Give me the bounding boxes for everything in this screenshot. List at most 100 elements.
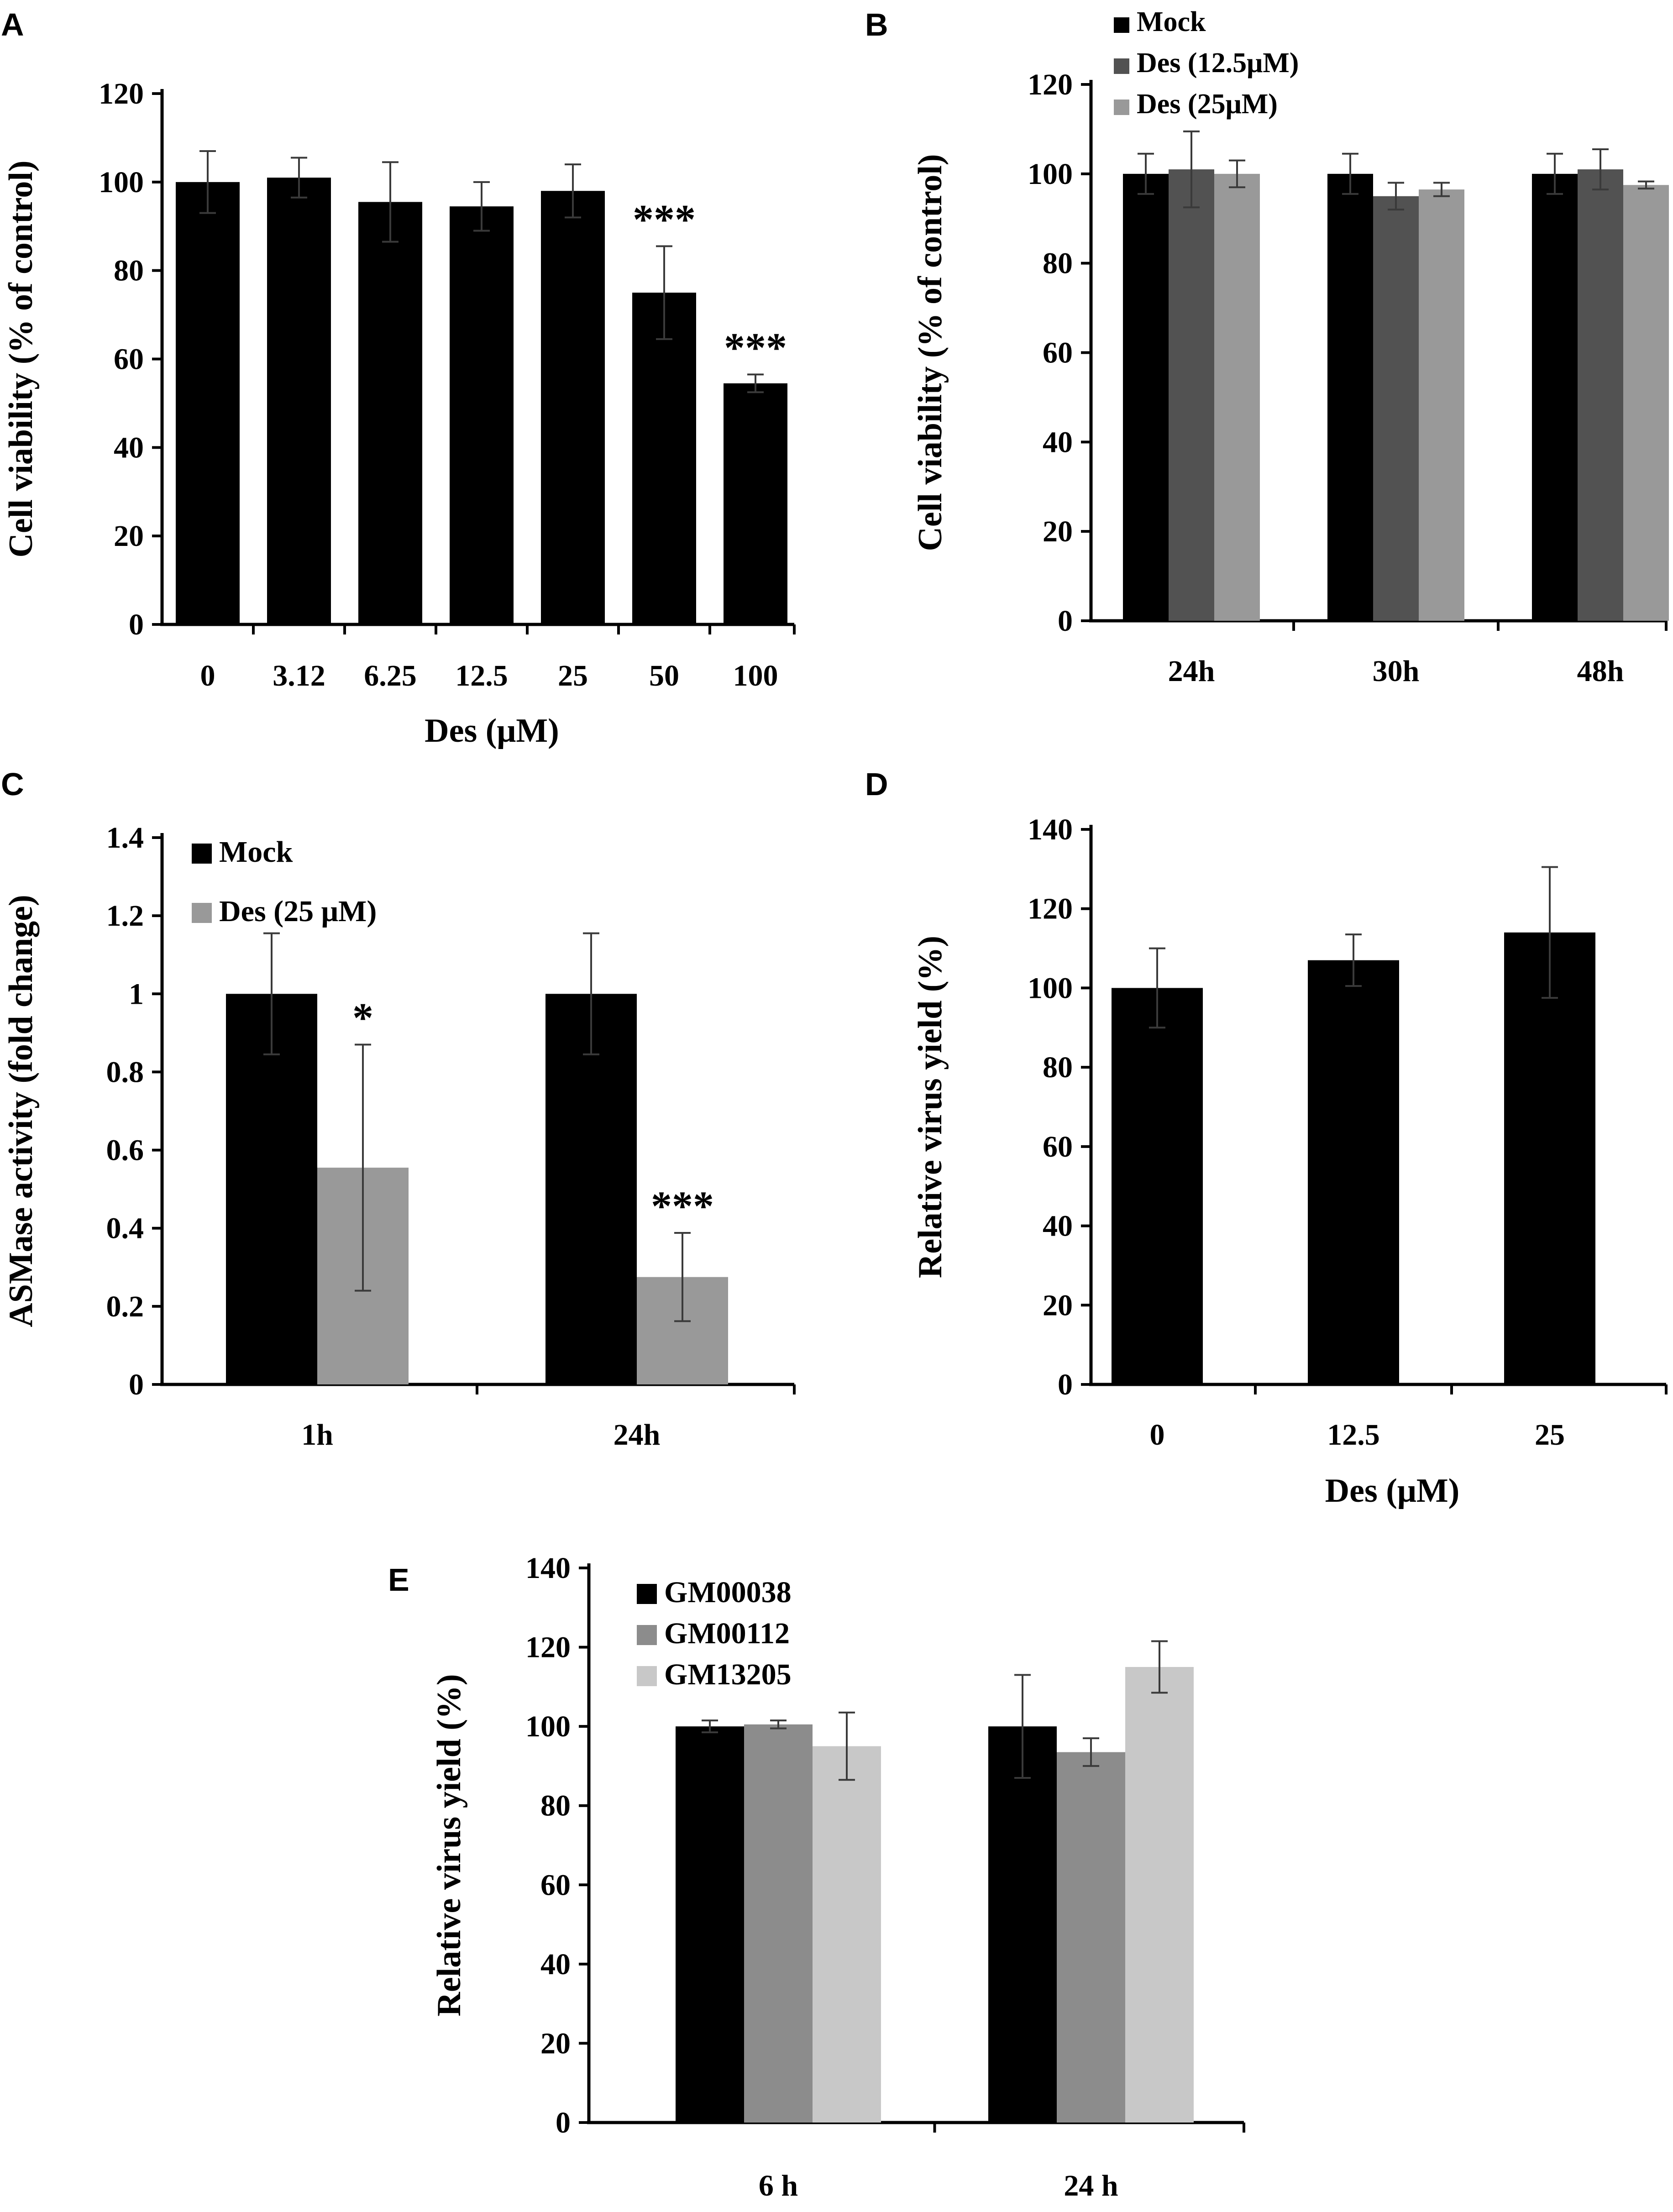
panel-b-y-tick-label: 20 (1043, 515, 1073, 548)
panel-e-bar (676, 1726, 744, 2123)
panel-c-y-axis-label: ASMase activity (fold change) (2, 895, 40, 1327)
panel-b-y-tick-label: 120 (1028, 68, 1073, 101)
panel-a-x-tick-label: 3.12 (273, 659, 325, 692)
panel-c-y-tick-label: 1.4 (106, 821, 144, 854)
panel-c-y-tick-label: 0.4 (106, 1212, 144, 1245)
panel-b-x-tick-label: 48h (1577, 655, 1624, 688)
panel-c-y-tick-label: 0.2 (106, 1290, 144, 1323)
panel-b-bar (1214, 173, 1260, 621)
panel-d-bar (1504, 932, 1595, 1384)
panel-a-x-tick-label: 6.25 (364, 659, 417, 692)
panel-a-bar (541, 191, 605, 624)
panel-a-x-axis-label: Des (μM) (425, 712, 559, 750)
panel-b-bar (1169, 169, 1214, 621)
panel-d-y-tick-label: 40 (1043, 1210, 1073, 1243)
panel-e-y-tick-label: 20 (540, 2027, 571, 2060)
panel-e-y-tick-label: 80 (540, 1789, 571, 1823)
panel-c-legend-swatch (192, 844, 212, 864)
panel-b-bar (1373, 196, 1419, 621)
panel-b-x-tick-label: 30h (1373, 655, 1420, 688)
panel-d-y-tick-label: 140 (1028, 813, 1073, 846)
panel-c-y-tick-label: 0 (129, 1368, 144, 1401)
panel-d-x-axis-label: Des (μM) (1325, 1472, 1460, 1510)
panel-e-x-tick-label: 6 h (759, 2169, 798, 2202)
panel-c: C00.20.40.60.811.21.41h 24h****ASMase act… (1, 766, 796, 1452)
panel-d-x-tick-label: 12.5 (1327, 1418, 1380, 1452)
panel-b-letter: B (865, 7, 888, 42)
panel-c-y-tick-label: 0.8 (106, 1055, 144, 1089)
panel-b-bar (1532, 173, 1578, 621)
panel-c-legend-label: Mock (219, 835, 293, 869)
panel-c-significance-label: *** (651, 1183, 714, 1229)
panel-d-y-tick-label: 80 (1043, 1051, 1073, 1084)
panel-e-legend-label: GM13205 (664, 1658, 792, 1691)
panel-a-bar (267, 178, 331, 624)
panel-b: B 0 20 40 60 80 100 120 24h 30h 48h Cell viability … (865, 6, 1669, 688)
panel-e-legend-label: GM00038 (664, 1576, 792, 1609)
panel-e-x-tick-label: 24 h (1064, 2169, 1118, 2202)
panel-e-bar (744, 1724, 813, 2123)
panel-e-y-axis-label: Relative virus yield (%) (430, 1674, 468, 2016)
panel-a-x-tick-label: 12.5 (455, 659, 508, 692)
panel-b-legend-swatch (1114, 58, 1129, 74)
panel-b-legend-swatch (1114, 17, 1129, 33)
panel-d-y-tick-label: 100 (1028, 971, 1073, 1005)
panel-e-y-tick-label: 0 (556, 2106, 571, 2139)
panel-a-y-tick-label: 120 (99, 77, 144, 110)
panel-c-y-tick-label: 1.2 (106, 899, 144, 933)
panel-e-bar (1057, 1752, 1125, 2123)
panel-b-bar (1327, 173, 1373, 621)
panel-a-letter: A (1, 7, 24, 42)
panel-a-y-axis-label: Cell viability (% of control) (2, 160, 40, 557)
panel-d-y-tick-label: 120 (1028, 892, 1073, 926)
panel-b-legend-label: Mock (1137, 6, 1206, 37)
panel-a-x-tick-label: 0 (200, 659, 215, 692)
panel-d-bar (1112, 988, 1203, 1384)
panel-e-y-tick-label: 100 (525, 1710, 571, 1743)
panel-d-y-axis-label: Relative virus yield (%) (912, 936, 949, 1278)
panel-c-x-tick-label: 1h (301, 1418, 333, 1452)
panel-a-x-tick-label: 25 (558, 659, 588, 692)
panel-d-bar (1308, 960, 1399, 1384)
panel-c-legend-swatch (192, 903, 212, 923)
panel-e-y-tick-label: 120 (525, 1631, 571, 1664)
panel-b-y-axis-label: Cell viability (% of control) (912, 154, 949, 551)
panel-e-bar (1125, 1667, 1194, 2123)
panel-d-x-tick-label: 0 (1150, 1418, 1165, 1452)
panel-d-letter: D (865, 766, 888, 802)
panel-e-bar (988, 1726, 1057, 2123)
panel-e-legend-swatch (637, 1666, 657, 1686)
panel-a-y-tick-label: 100 (99, 166, 144, 199)
panel-e-y-tick-label: 140 (525, 1552, 571, 1585)
panel-a-bar (358, 202, 422, 625)
panel-e-y-tick-label: 60 (540, 1868, 571, 1902)
panel-c-bar (545, 994, 637, 1384)
panel-a-y-tick-label: 40 (114, 431, 144, 464)
panel-b-y-tick-label: 100 (1028, 157, 1073, 191)
panel-c-legend-label: Des (25 μM) (219, 895, 377, 928)
panel-e-bar (813, 1746, 881, 2123)
panel-b-y-tick-label: 40 (1043, 425, 1073, 459)
panel-a: A 0 20 40 60 80 100 120 0 3.12 6.25 12.5 25 50 100 *** *… (1, 7, 796, 750)
panel-e-legend-label: GM00112 (664, 1617, 790, 1650)
panel-a-significance-label: *** (724, 324, 787, 371)
panel-a-bar (724, 383, 787, 624)
panel-c-bar (226, 994, 317, 1384)
panel-b-y-tick-label: 0 (1058, 604, 1073, 638)
panel-d-y-tick-label: 0 (1058, 1368, 1073, 1401)
panel-e: E 0 20 40 60 80 100 120 140 6 h 24 h Relative virus… (388, 1552, 1245, 2202)
panel-a-x-tick-label: 100 (733, 659, 778, 692)
panel-a-y-tick-label: 80 (114, 254, 144, 288)
panel-e-letter: E (388, 1562, 409, 1598)
panel-d-x-tick-label: 25 (1535, 1418, 1565, 1452)
panel-b-legend-label: Des (25μM) (1137, 89, 1278, 120)
panel-c-y-tick-label: 0.6 (106, 1134, 144, 1167)
panel-a-y-tick-label: 60 (114, 343, 144, 376)
panel-d-y-tick-label: 60 (1043, 1130, 1073, 1164)
panel-b-x-tick-label: 24h (1168, 655, 1215, 688)
panel-b-legend-swatch (1114, 100, 1129, 115)
panel-a-x-tick-label: 50 (649, 659, 679, 692)
panel-a-significance-label: *** (633, 196, 696, 242)
panel-b-bar (1419, 189, 1464, 621)
